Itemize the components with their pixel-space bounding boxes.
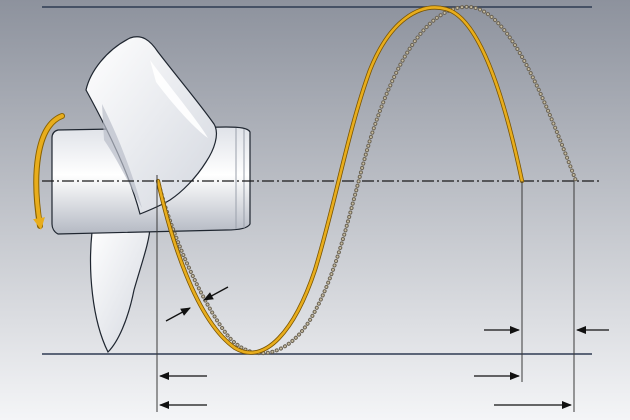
lower-blade [89, 225, 151, 354]
blade-highlight [150, 60, 208, 138]
slip-helix-path [156, 4, 578, 356]
thickness-arrow-upper [203, 286, 229, 301]
upper-blade [85, 36, 218, 215]
thickness-arrow-lower [165, 307, 191, 322]
propeller-icon [33, 36, 251, 354]
pitch-helix-path [156, 6, 524, 354]
blade-shadow [102, 104, 142, 208]
curved-arrow-icon [33, 114, 64, 230]
